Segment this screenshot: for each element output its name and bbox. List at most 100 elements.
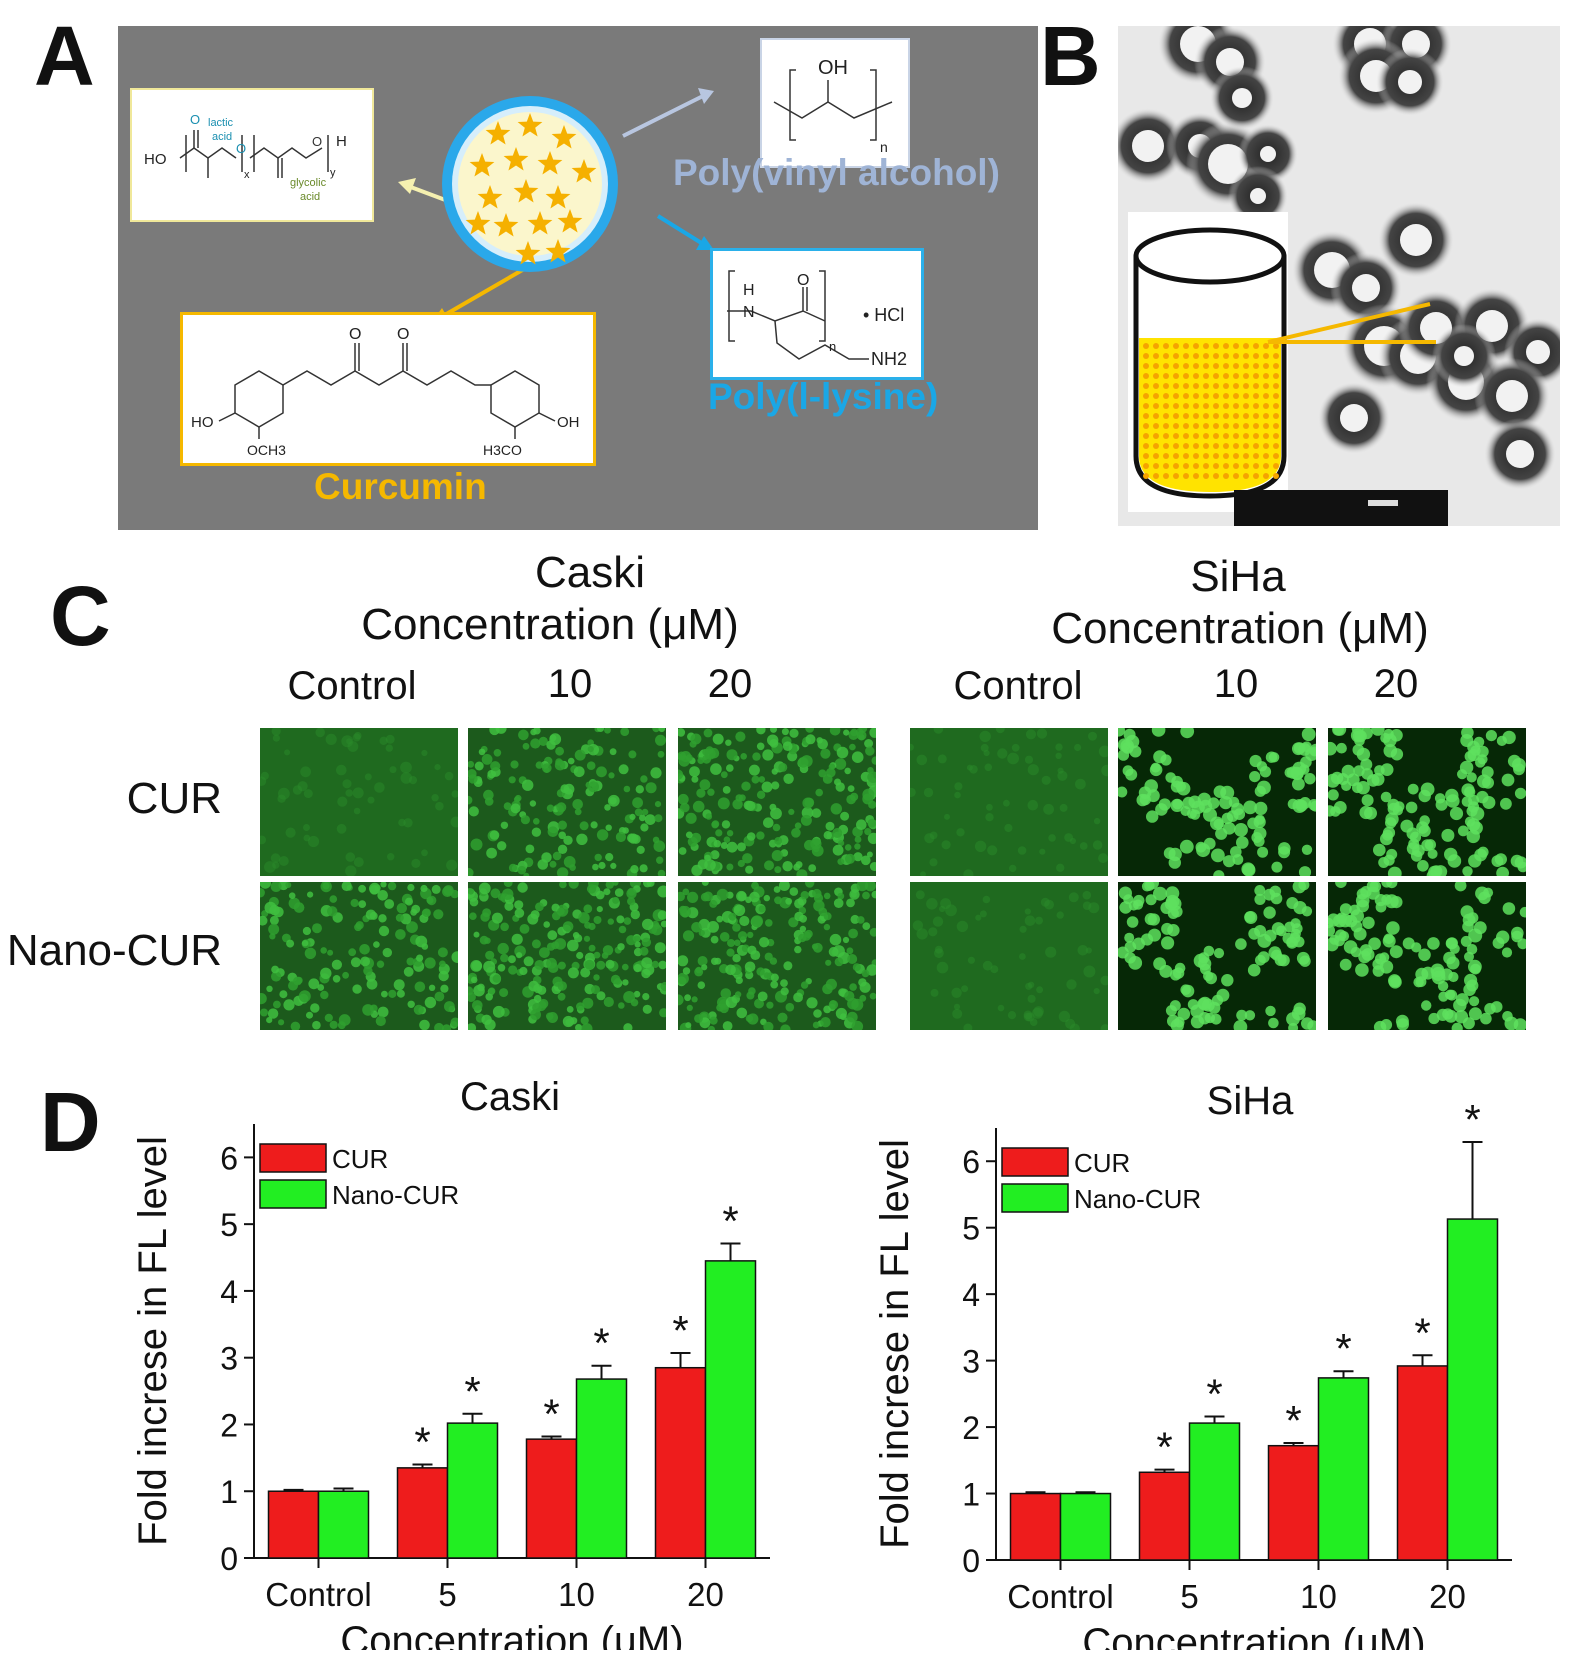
vial-dot (1143, 383, 1149, 389)
vial-dot (1173, 453, 1179, 459)
y-tick-label: 2 (962, 1410, 980, 1446)
significance-marker: * (722, 1198, 738, 1245)
vial-dot (1233, 383, 1239, 389)
svg-text:HO: HO (144, 151, 167, 168)
caski-col-control: Control (287, 664, 417, 708)
vial-dot (1273, 363, 1279, 369)
siha-col-20: 20 (1373, 662, 1419, 706)
star-icon (485, 121, 511, 145)
vial-dot (1243, 353, 1249, 359)
vial-dot (1223, 413, 1229, 419)
siha-col-control: Control (953, 664, 1083, 708)
y-tick-label: 5 (220, 1207, 238, 1243)
svg-text:OH: OH (818, 57, 848, 79)
star-icon (493, 213, 519, 237)
bar-cur (267, 1490, 320, 1559)
vial-dot (1173, 383, 1179, 389)
vial-dot (1233, 473, 1239, 479)
tem-image (1118, 26, 1560, 526)
bar-nano-cur (1188, 1422, 1241, 1561)
vial-dot (1203, 413, 1209, 419)
svg-text:acid: acid (300, 191, 320, 203)
vial-dot (1253, 343, 1259, 349)
y-tick-label: 4 (220, 1274, 238, 1310)
vial-dot (1163, 453, 1169, 459)
arrow-to-pva (622, 94, 704, 138)
vial-dot (1173, 353, 1179, 359)
vial-dot (1263, 353, 1269, 359)
nanoparticle (1340, 404, 1368, 432)
bar-nano-cur (704, 1260, 757, 1559)
significance-marker: * (1335, 1325, 1351, 1372)
vial-dot (1243, 453, 1249, 459)
vial-dot (1253, 393, 1259, 399)
pll-structure: H N O • HCl n NH2 (727, 270, 907, 369)
schematic-graphics (398, 88, 714, 322)
vial-dot (1263, 473, 1269, 479)
nanoparticle (1496, 380, 1528, 412)
vial-dot (1213, 453, 1219, 459)
vial-dot (1243, 473, 1249, 479)
vial-dot (1223, 343, 1229, 349)
vial-dot (1263, 393, 1269, 399)
vial-dot (1153, 393, 1159, 399)
y-tick-label: 0 (220, 1541, 238, 1577)
vial-dot (1273, 403, 1279, 409)
vial-dot (1193, 473, 1199, 479)
x-tick-label: 5 (1180, 1578, 1198, 1615)
vial-dot (1163, 473, 1169, 479)
star-icon (477, 185, 503, 209)
vial-dot (1193, 353, 1199, 359)
bar-nano-cur (446, 1422, 499, 1559)
vial-dot (1273, 423, 1279, 429)
vial-dot (1193, 363, 1199, 369)
fluorescence-micrograph (1118, 882, 1316, 1030)
vial-dot (1153, 373, 1159, 379)
vial-dot (1153, 463, 1159, 469)
nanoparticle (1232, 88, 1252, 108)
vial-dot (1163, 393, 1169, 399)
vial-icon (1128, 212, 1288, 512)
vial-dot (1173, 363, 1179, 369)
vial-dot (1233, 403, 1239, 409)
vial-dot (1203, 433, 1209, 439)
vial-dot (1223, 383, 1229, 389)
vial-dot (1273, 373, 1279, 379)
y-tick-label: 6 (962, 1144, 980, 1180)
vial-dot (1233, 423, 1239, 429)
pll-structure-box: H N O • HCl n NH2 (710, 248, 924, 380)
vial-dot (1213, 413, 1219, 419)
star-icon (503, 147, 529, 171)
vial-dot (1153, 343, 1159, 349)
vial-dot (1243, 363, 1249, 369)
significance-marker: * (1156, 1424, 1172, 1471)
curcumin-structure-box: O O HO OH OCH3 H3CO (180, 312, 596, 466)
svg-text:O: O (797, 272, 809, 289)
vial-dot (1223, 363, 1229, 369)
nanoparticle (1454, 346, 1474, 366)
vial-dot (1183, 363, 1189, 369)
vial-dot (1163, 403, 1169, 409)
vial-dot (1183, 373, 1189, 379)
vial-dot (1213, 463, 1219, 469)
panel-label-a: A (34, 9, 95, 103)
bar-cur (1396, 1365, 1449, 1561)
vial-dot (1213, 443, 1219, 449)
vial-dot (1223, 473, 1229, 479)
star-icon (545, 239, 571, 263)
curcumin-star-icons (465, 113, 597, 265)
vial-dot (1143, 453, 1149, 459)
bar-nano-cur (1059, 1492, 1112, 1561)
fluorescence-micrograph (678, 882, 876, 1030)
svg-text:OCH3: OCH3 (247, 442, 286, 458)
vial-dot (1213, 383, 1219, 389)
vial-dot (1213, 363, 1219, 369)
significance-marker: * (414, 1419, 430, 1466)
svg-text:n: n (880, 139, 888, 155)
y-tick-label: 4 (962, 1277, 980, 1313)
y-axis-label: Fold increse in FL level (131, 1136, 175, 1546)
row-label-nano-cur: Nano-CUR (6, 926, 222, 975)
vial-dot (1193, 433, 1199, 439)
vial-dot (1203, 363, 1209, 369)
caski-col-10: 10 (547, 662, 593, 706)
